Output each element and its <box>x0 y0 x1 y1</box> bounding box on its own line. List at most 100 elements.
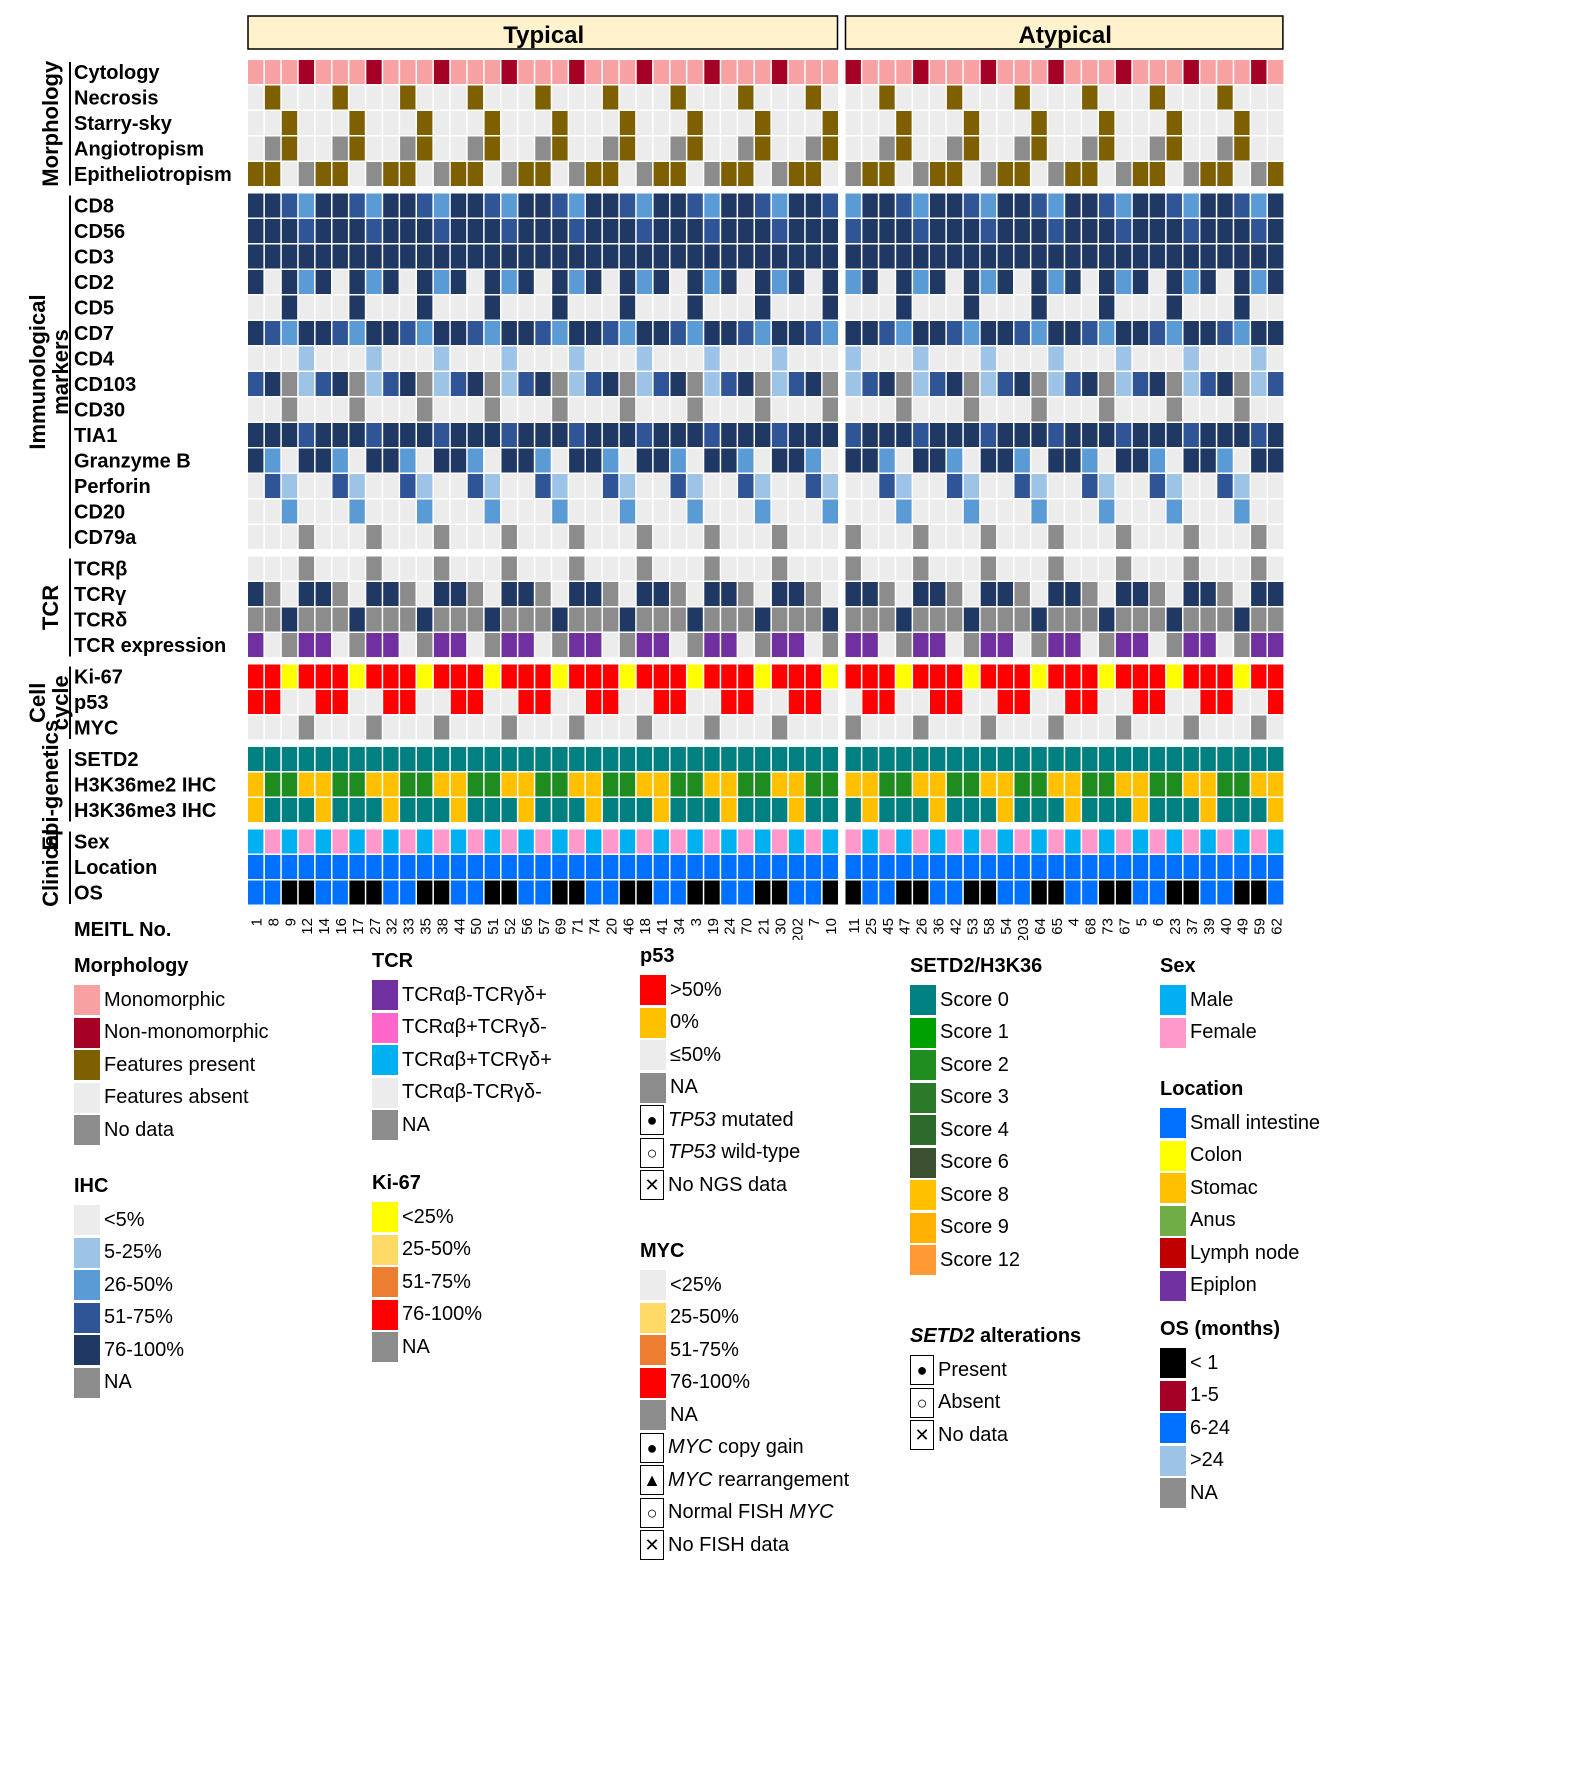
heatmap-cell <box>963 244 980 269</box>
heatmap-cell <box>1149 270 1166 294</box>
row-label-tcr-: TCRδ <box>74 610 127 632</box>
heatmap-cell <box>862 880 878 905</box>
heatmap-cell <box>896 690 912 714</box>
heatmap-cell <box>1217 219 1233 243</box>
legend-symbol-item: ● TP53 mutated <box>640 1104 800 1137</box>
heatmap-cell <box>896 633 912 657</box>
heatmap-cell <box>518 372 534 396</box>
heatmap-cell <box>670 690 686 714</box>
heatmap-cell <box>1014 270 1030 294</box>
heatmap-cell <box>1048 633 1064 657</box>
legend-item: 76-100% <box>372 1299 482 1332</box>
heatmap-cell <box>433 880 450 905</box>
legend-symbol-icon: ▲ <box>640 1465 664 1496</box>
heatmap-cell <box>366 136 382 161</box>
heatmap-cell <box>805 295 822 320</box>
heatmap-cell <box>1149 880 1166 905</box>
heatmap-cell <box>913 85 929 110</box>
heatmap-cell <box>755 162 771 186</box>
heatmap-cell <box>980 772 997 797</box>
heatmap-cell <box>805 715 822 740</box>
heatmap-cell <box>805 111 822 135</box>
heatmap-cell <box>400 880 416 905</box>
heatmap-cell <box>315 715 331 740</box>
legend-swatch <box>372 1299 398 1330</box>
heatmap-cell <box>879 747 895 771</box>
heatmap-cell <box>879 880 895 905</box>
heatmap-cell <box>619 423 636 447</box>
heatmap-cell <box>1149 499 1166 524</box>
heatmap-cell <box>879 60 895 84</box>
heatmap-cell <box>1031 295 1047 320</box>
heatmap-cell <box>264 474 281 498</box>
heatmap-cell <box>1234 880 1250 905</box>
heatmap-cell <box>467 60 484 84</box>
case-label: 24 <box>722 918 739 935</box>
heatmap-cell <box>484 60 500 84</box>
heatmap-cell <box>1166 321 1182 345</box>
heatmap-cell <box>896 372 912 396</box>
heatmap-cell <box>450 321 467 345</box>
heatmap-cell <box>315 270 331 294</box>
heatmap-cell <box>586 525 602 549</box>
heatmap-cell <box>913 111 929 135</box>
heatmap-cell <box>501 690 517 714</box>
heatmap-cell <box>1014 772 1030 797</box>
heatmap-cell <box>332 346 348 371</box>
heatmap-cell <box>383 193 399 218</box>
heatmap-cell <box>738 474 754 498</box>
heatmap-cell <box>997 193 1013 218</box>
heatmap-cell <box>1217 162 1233 186</box>
heatmap-cell <box>332 747 348 771</box>
heatmap-cell <box>1031 772 1047 797</box>
legend-item: Colon <box>1160 1140 1320 1173</box>
case-label: 11 <box>846 918 863 934</box>
heatmap-cell <box>738 321 754 345</box>
case-label: 21 <box>755 918 772 935</box>
heatmap-cell <box>1149 346 1166 371</box>
heatmap-cell <box>845 162 861 186</box>
row-label-angiotropism: Angiotropism <box>74 139 204 161</box>
heatmap-cell <box>1065 715 1081 740</box>
heatmap-cell <box>349 607 365 632</box>
heatmap-cell <box>518 715 534 740</box>
heatmap-cell <box>997 525 1013 549</box>
heatmap-cell <box>1200 346 1216 371</box>
heatmap-cell <box>298 829 315 854</box>
heatmap-cell <box>1082 747 1098 771</box>
heatmap-cell <box>467 772 484 797</box>
heatmap-cell <box>450 829 467 854</box>
heatmap-cell <box>687 397 703 422</box>
heatmap-cell <box>281 747 298 771</box>
heatmap-cell <box>822 244 838 269</box>
heatmap-cell <box>879 829 895 854</box>
heatmap-cell <box>963 525 980 549</box>
case-label: 9 <box>282 918 299 926</box>
heatmap-cell <box>1048 880 1064 905</box>
heatmap-cell <box>653 772 669 797</box>
heatmap-cell <box>896 772 912 797</box>
legend-item: < 1 <box>1160 1347 1280 1380</box>
heatmap-cell <box>281 582 298 606</box>
heatmap-cell <box>913 499 929 524</box>
case-label: 3 <box>688 918 705 926</box>
heatmap-cell <box>1082 193 1098 218</box>
heatmap-cell <box>1234 423 1250 447</box>
heatmap-cell <box>450 372 467 396</box>
heatmap-cell <box>484 664 500 689</box>
heatmap-cell <box>771 111 788 135</box>
heatmap-cell <box>586 880 602 905</box>
legend-swatch <box>74 1017 100 1048</box>
legend-item: Anus <box>1160 1205 1320 1238</box>
case-label: 20 <box>603 918 620 935</box>
heatmap-cell <box>433 321 450 345</box>
heatmap-cell <box>450 715 467 740</box>
heatmap-cell <box>738 193 754 218</box>
heatmap-cell <box>552 715 568 740</box>
heatmap-cell <box>400 321 416 345</box>
heatmap-cell <box>586 633 602 657</box>
heatmap-cell <box>535 829 551 854</box>
legend-label: ≤50% <box>670 1043 722 1066</box>
section-label: markers <box>48 329 73 415</box>
legend-item: <5% <box>74 1204 184 1237</box>
